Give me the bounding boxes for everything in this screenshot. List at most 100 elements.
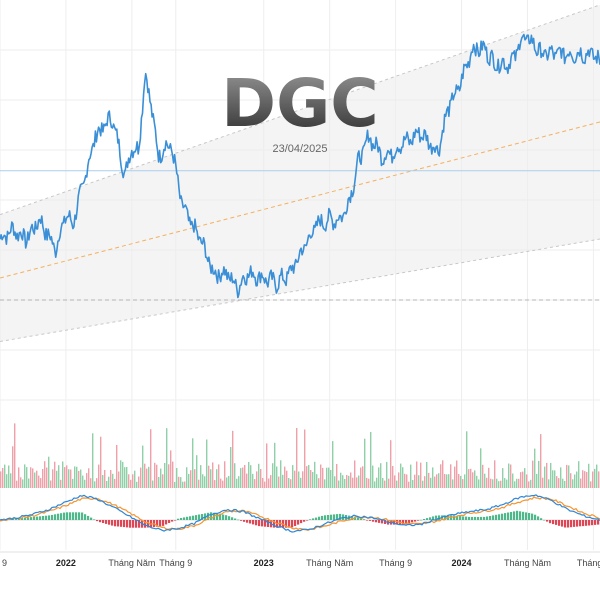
volume-bar [310, 470, 312, 488]
volume-bar [80, 469, 82, 488]
macd-hist-bar [60, 513, 63, 520]
macd-hist-bar [522, 511, 525, 520]
macd-hist-bar [462, 516, 465, 520]
volume-bar [374, 481, 376, 488]
volume-bar [184, 481, 186, 488]
macd-hist-bar [303, 520, 306, 522]
volume-bar [458, 474, 460, 488]
macd-hist-bar [495, 514, 498, 520]
macd-hist-bar [423, 519, 426, 520]
volume-bar [586, 472, 588, 488]
volume-bar [266, 443, 268, 488]
volume-bar [370, 432, 372, 488]
volume-bar [264, 481, 266, 488]
macd-hist-bar [591, 520, 594, 526]
volume-bar [362, 466, 364, 488]
volume-bar [12, 446, 14, 488]
volume-bar [536, 474, 538, 488]
volume-bar [76, 466, 78, 488]
volume-bar [14, 423, 16, 488]
volume-bar [466, 431, 468, 488]
volume-bar [26, 467, 28, 488]
volume-bar [480, 448, 482, 488]
volume-bar [6, 474, 8, 488]
macd-line [0, 494, 600, 533]
volume-bar [354, 460, 356, 488]
volume-bar [394, 475, 396, 488]
volume-bar [552, 470, 554, 488]
volume-bar [570, 473, 572, 488]
volume-bar [18, 467, 20, 488]
macd-hist-bar [459, 516, 462, 520]
volume-bar [398, 472, 400, 488]
volume-bar [498, 481, 500, 488]
volume-bar [548, 479, 550, 488]
volume-bar [176, 468, 178, 488]
volume-bar [454, 466, 456, 488]
volume-bar [42, 469, 44, 488]
macd-hist-bar [381, 520, 384, 524]
volume-bar [500, 480, 502, 488]
volume-bar [510, 464, 512, 488]
volume-bar [578, 461, 580, 488]
macd-hist-bar [261, 520, 264, 527]
volume-bar [158, 477, 160, 488]
volume-bar [496, 478, 498, 488]
volume-bar [452, 479, 454, 488]
volume-bar [364, 438, 366, 488]
volume-bar [60, 479, 62, 488]
volume-bar [304, 429, 306, 488]
volume-bar [288, 478, 290, 488]
volume-bar [520, 472, 522, 488]
volume-bar [220, 478, 222, 488]
macd-hist-bar [543, 519, 546, 521]
volume-bar [306, 466, 308, 488]
volume-bar [260, 469, 262, 488]
volume-bar [424, 476, 426, 488]
volume-bar [336, 464, 338, 488]
volume-bar [240, 468, 242, 488]
volume-bar [54, 461, 56, 488]
macd-hist-bar [207, 512, 210, 520]
volume-bar [486, 477, 488, 488]
macd-hist-bar [528, 513, 531, 520]
volume-bar [254, 479, 256, 488]
volume-bar [118, 471, 120, 488]
macd-hist-bar [357, 517, 360, 520]
volume-bar [416, 461, 418, 488]
volume-bar [478, 479, 480, 488]
volume-bar [468, 469, 470, 488]
volume-bar [582, 470, 584, 488]
macd-hist-bar [492, 515, 495, 520]
volume-bar [596, 464, 598, 488]
volume-bar [66, 465, 68, 488]
macd-hist-bar [363, 519, 366, 520]
volume-bar [174, 481, 176, 488]
volume-bar [84, 479, 86, 488]
volume-bar [112, 473, 114, 488]
volume-bar [320, 464, 322, 488]
macd-hist-bar [210, 512, 213, 520]
x-tick-label: 2023 [254, 558, 274, 568]
volume-bar [580, 478, 582, 488]
macd-hist-bar [429, 517, 432, 520]
volume-bar [434, 476, 436, 488]
volume-bar [400, 463, 402, 488]
macd-hist-bar [21, 518, 24, 520]
volume-bar [94, 481, 96, 488]
volume-bar [48, 456, 50, 488]
macd-hist-bar [30, 517, 33, 520]
volume-bar [302, 471, 304, 488]
macd-hist-bar [498, 514, 501, 520]
volume-bar [198, 479, 200, 488]
macd-hist-bar [573, 520, 576, 527]
macd-hist-bar [57, 513, 60, 520]
watermark: DGC 23/04/2025 [221, 65, 378, 155]
macd-hist-bar [585, 520, 588, 526]
volume-bar [90, 478, 92, 488]
volume-bar [296, 428, 298, 488]
macd-hist-bar [558, 520, 561, 526]
volume-bar [282, 474, 284, 488]
macd-hist-bar [42, 516, 45, 520]
volume-bar [592, 471, 594, 488]
